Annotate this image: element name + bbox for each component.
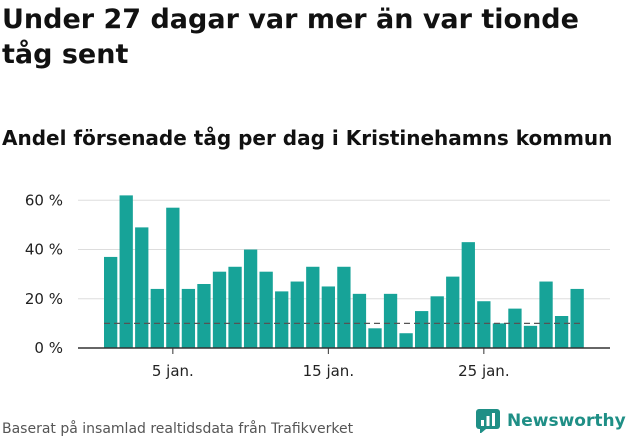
bar (104, 256, 118, 348)
bar (430, 296, 444, 348)
bar (119, 195, 133, 348)
bar (477, 301, 491, 348)
bar (368, 328, 382, 348)
bar (383, 293, 398, 348)
bar (259, 271, 273, 348)
bar (508, 308, 522, 348)
y-tick-label: 20 % (25, 290, 63, 308)
bar (275, 291, 289, 348)
bar (228, 266, 242, 348)
bar (446, 276, 460, 348)
bar (290, 281, 304, 348)
x-tick-label: 15 jan. (303, 362, 355, 380)
bar (492, 323, 507, 348)
bar (523, 325, 538, 348)
bar (539, 281, 553, 348)
x-tick-label: 25 jan. (458, 362, 510, 380)
bar (321, 286, 335, 348)
bar (166, 207, 180, 348)
x-tick-label: 5 jan. (152, 362, 194, 380)
chart-subtitle: Andel försenade tåg per dag i Kristineha… (2, 126, 613, 150)
bar (135, 227, 149, 348)
newsworthy-logo-icon (476, 409, 500, 433)
bar (212, 271, 227, 348)
source-note: Baserat på insamlad realtidsdata från Tr… (2, 421, 354, 437)
delay-bar-chart: 0 % 20 % 40 % 60 % 5 jan. 15 jan. 25 jan. (25, 191, 610, 380)
bar (150, 288, 164, 348)
bar (337, 266, 351, 348)
newsworthy-brand-name: Newsworthy (507, 411, 626, 431)
bar (461, 242, 475, 348)
y-tick-label: 0 % (34, 339, 63, 357)
bar (197, 284, 211, 348)
newsworthy-brand[interactable]: Newsworthy (476, 408, 626, 434)
chart-title: Under 27 dagar var mer än var tionde tåg… (2, 4, 579, 70)
bar (415, 311, 429, 348)
y-tick-label: 40 % (25, 241, 63, 259)
bar (352, 293, 367, 348)
bar (306, 266, 320, 348)
bar (181, 288, 196, 348)
bar (554, 316, 569, 348)
bar (399, 333, 413, 348)
bar (570, 288, 584, 348)
y-tick-label: 60 % (25, 191, 63, 209)
bar (243, 249, 258, 348)
